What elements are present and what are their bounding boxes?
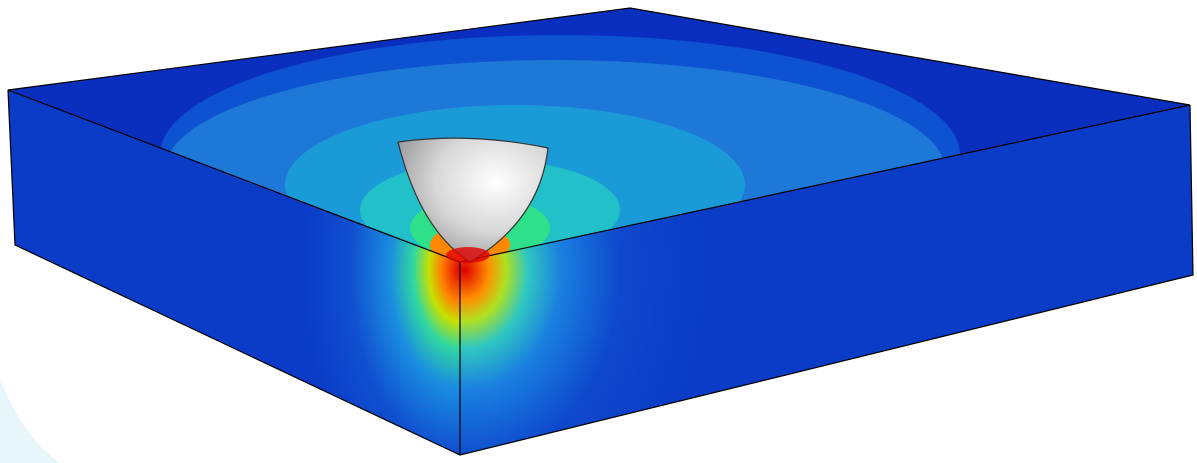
contact-zone	[446, 247, 490, 263]
background-tint	[0, 380, 60, 463]
simulation-render	[0, 0, 1197, 463]
